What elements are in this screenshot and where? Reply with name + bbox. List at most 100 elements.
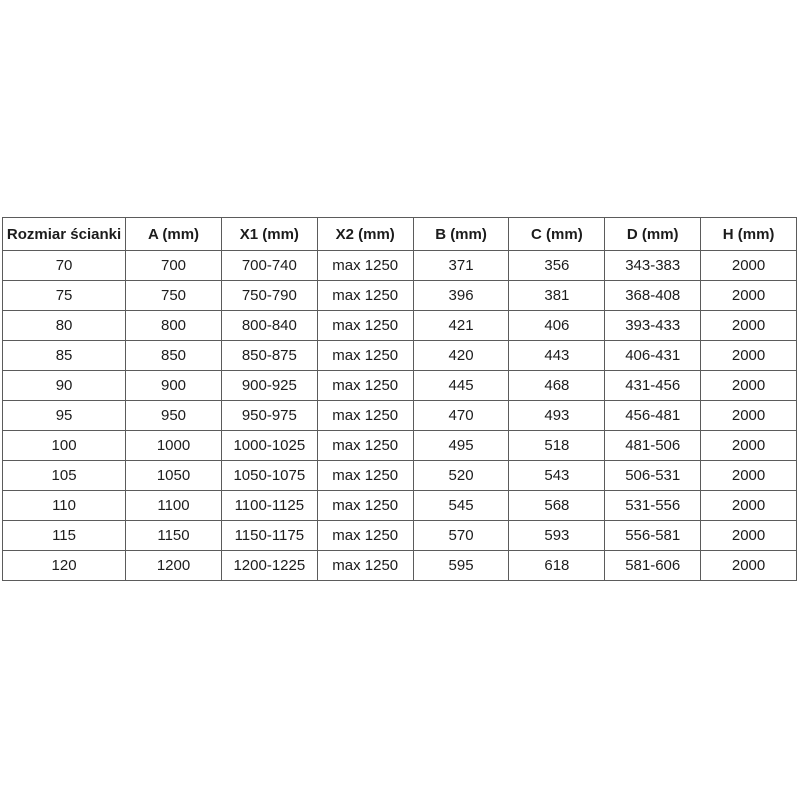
column-header: X2 (mm) [316, 217, 414, 251]
table-cell: 1150 [125, 520, 222, 551]
table-row: 100 1000 1000-1025 max 1250 495 518 481-506 200… [1, 430, 797, 461]
table-cell: 75 [1, 280, 127, 311]
table-cell: 80 [1, 310, 127, 341]
table-cell: 456-481 [604, 400, 702, 431]
table-cell: 470 [412, 400, 510, 431]
table-row: 90 900 900-925 max 1250 445 468 431-456 2000 [1, 370, 797, 401]
table-cell: max 1250 [316, 520, 414, 551]
table-cell: 800-840 [220, 310, 318, 341]
table-cell: 2000 [700, 340, 797, 371]
table-cell: 700 [125, 250, 222, 281]
table-cell: 115 [1, 520, 127, 551]
header-row: Rozmiar ścianki A (mm) X1 (mm) X2 (mm) B (mm… [1, 217, 797, 251]
table-cell: 2000 [700, 550, 797, 581]
column-header: D (mm) [604, 217, 702, 251]
table-cell: 481-506 [604, 430, 702, 461]
table-cell: 800 [125, 310, 222, 341]
table-cell: 850 [125, 340, 222, 371]
column-header: X1 (mm) [220, 217, 318, 251]
dimensions-table: Rozmiar ścianki A (mm) X1 (mm) X2 (mm) B (mm… [1, 217, 797, 581]
table-cell: 393-433 [604, 310, 702, 341]
table-cell: 371 [412, 250, 510, 281]
table-cell: 1200-1225 [220, 550, 318, 581]
table-cell: 1050-1075 [220, 460, 318, 491]
table-cell: 700-740 [220, 250, 318, 281]
table-cell: 406 [508, 310, 606, 341]
table-cell: 343-383 [604, 250, 702, 281]
table-cell: 493 [508, 400, 606, 431]
table-cell: max 1250 [316, 550, 414, 581]
table-cell: max 1250 [316, 490, 414, 521]
table-cell: 595 [412, 550, 510, 581]
table-cell: 443 [508, 340, 606, 371]
column-header: Rozmiar ścianki [1, 217, 127, 251]
table-cell: 518 [508, 430, 606, 461]
table-cell: 2000 [700, 310, 797, 341]
table-cell: max 1250 [316, 250, 414, 281]
table-cell: 2000 [700, 370, 797, 401]
table-cell: 1200 [125, 550, 222, 581]
table-cell: 1050 [125, 460, 222, 491]
table-body: 70 700 700-740 max 1250 371 356 343-383 2000 75 7… [1, 250, 797, 581]
table-cell: 420 [412, 340, 510, 371]
table-row: 120 1200 1200-1225 max 1250 595 618 581-606 200… [1, 550, 797, 581]
table-cell: 1100 [125, 490, 222, 521]
table-cell: 568 [508, 490, 606, 521]
table-row: 95 950 950-975 max 1250 470 493 456-481 2000 [1, 400, 797, 431]
table-cell: 900-925 [220, 370, 318, 401]
table-cell: 2000 [700, 460, 797, 491]
column-header: H (mm) [700, 217, 797, 251]
table-cell: 750 [125, 280, 222, 311]
table-cell: 581-606 [604, 550, 702, 581]
table-cell: 70 [1, 250, 127, 281]
table-cell: 950 [125, 400, 222, 431]
table-cell: 570 [412, 520, 510, 551]
table-cell: 543 [508, 460, 606, 491]
table-cell: max 1250 [316, 370, 414, 401]
table-cell: 506-531 [604, 460, 702, 491]
table-cell: 468 [508, 370, 606, 401]
table-cell: 545 [412, 490, 510, 521]
table-cell: max 1250 [316, 400, 414, 431]
table-cell: 381 [508, 280, 606, 311]
table-cell: 95 [1, 400, 127, 431]
table-cell: 1000 [125, 430, 222, 461]
table-row: 105 1050 1050-1075 max 1250 520 543 506-531 200… [1, 460, 797, 491]
column-header: A (mm) [125, 217, 222, 251]
table-cell: 495 [412, 430, 510, 461]
table-cell: 421 [412, 310, 510, 341]
table-cell: 2000 [700, 400, 797, 431]
table-cell: 531-556 [604, 490, 702, 521]
table-row: 115 1150 1150-1175 max 1250 570 593 556-581 200… [1, 520, 797, 551]
table-cell: max 1250 [316, 280, 414, 311]
table-cell: 593 [508, 520, 606, 551]
table-cell: 1150-1175 [220, 520, 318, 551]
table-row: 80 800 800-840 max 1250 421 406 393-433 2000 [1, 310, 797, 341]
table-cell: 100 [1, 430, 127, 461]
table-cell: max 1250 [316, 460, 414, 491]
table-cell: 556-581 [604, 520, 702, 551]
table-head: Rozmiar ścianki A (mm) X1 (mm) X2 (mm) B (mm… [1, 217, 797, 251]
table-cell: 110 [1, 490, 127, 521]
table-cell: 1000-1025 [220, 430, 318, 461]
table-cell: max 1250 [316, 430, 414, 461]
table-cell: 1100-1125 [220, 490, 318, 521]
table-cell: 356 [508, 250, 606, 281]
table-cell: 85 [1, 340, 127, 371]
table-cell: 368-408 [604, 280, 702, 311]
table-cell: 950-975 [220, 400, 318, 431]
table-row: 85 850 850-875 max 1250 420 443 406-431 2000 [1, 340, 797, 371]
table-cell: 105 [1, 460, 127, 491]
column-header: B (mm) [412, 217, 510, 251]
table-cell: max 1250 [316, 340, 414, 371]
table-row: 110 1100 1100-1125 max 1250 545 568 531-556 200… [1, 490, 797, 521]
column-header: C (mm) [508, 217, 606, 251]
table-cell: 2000 [700, 250, 797, 281]
table-row: 70 700 700-740 max 1250 371 356 343-383 2000 [1, 250, 797, 281]
table-row: 75 750 750-790 max 1250 396 381 368-408 2000 [1, 280, 797, 311]
table-cell: 2000 [700, 430, 797, 461]
table-cell: 406-431 [604, 340, 702, 371]
table-cell: 2000 [700, 280, 797, 311]
table-cell: 618 [508, 550, 606, 581]
